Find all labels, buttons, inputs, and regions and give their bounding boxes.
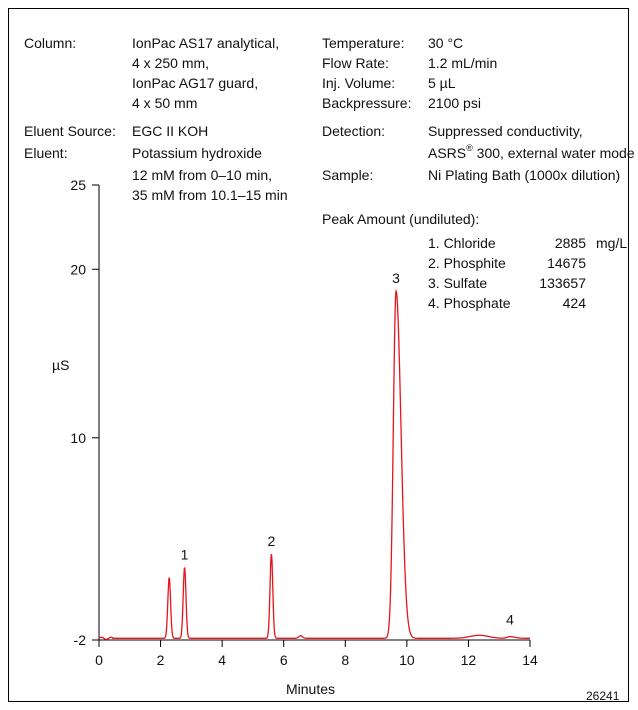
eluent-source-value: EGC II KOH — [132, 123, 209, 139]
flow-rate-value: 1.2 mL/min — [428, 55, 498, 71]
peak-row-4-name: 4. Phosphate — [428, 295, 511, 311]
detection-asrs: ASRS — [428, 145, 467, 161]
x-axis-label: Minutes — [286, 681, 336, 697]
x-tick-label: 8 — [341, 652, 349, 668]
column-line-4: 4 x 50 mm — [132, 95, 198, 111]
y-tick-label: -2 — [74, 632, 87, 648]
column-line-1: IonPac AS17 analytical, — [132, 35, 280, 51]
peak-row-1-value: 2885 — [554, 235, 586, 251]
y-tick-label: 20 — [70, 261, 86, 277]
x-tick-label: 12 — [461, 652, 477, 668]
column-label: Column: — [24, 35, 77, 51]
temperature-value: 30 °C — [428, 35, 464, 51]
peak-label-1: 1 — [181, 547, 189, 563]
registered-mark: ® — [466, 143, 473, 153]
detection-label: Detection: — [322, 123, 386, 139]
detection-line-1: Suppressed conductivity, — [428, 123, 583, 139]
peak-row-1-name: 1. Chloride — [428, 235, 496, 251]
figure-frame — [8, 8, 629, 702]
y-axis-label: µS — [52, 357, 70, 373]
column-line-2: 4 x 250 mm, — [132, 55, 210, 71]
chromatogram-trace — [98, 288, 530, 640]
peak-table-title: Peak Amount (undiluted): — [322, 211, 480, 227]
detection-asrs-rest: ® 300, external water mode — [466, 143, 635, 162]
peak-table-unit: mg/L — [596, 235, 628, 251]
x-tick-label: 0 — [95, 652, 103, 668]
y-tick-label: 10 — [70, 430, 86, 446]
detection-line-2: ASRS® 300, external water mode — [428, 143, 635, 162]
x-tick-label: 6 — [280, 652, 288, 668]
sample-label: Sample: — [322, 167, 374, 183]
inj-volume-label: Inj. Volume: — [322, 75, 396, 91]
peak-row-2-value: 14675 — [547, 255, 586, 271]
figure-id: 26241 — [586, 689, 620, 703]
y-tick-label: 25 — [70, 177, 86, 193]
x-tick-label: 10 — [399, 652, 415, 668]
column-line-3: IonPac AG17 guard, — [132, 75, 259, 91]
x-tick-label: 14 — [522, 652, 538, 668]
eluent-source-label: Eluent Source: — [24, 123, 116, 139]
peak-label-2: 2 — [268, 533, 276, 549]
inj-volume-value: 5 µL — [428, 75, 456, 91]
peak-row-3-name: 3. Sulfate — [428, 275, 488, 291]
x-tick-label: 4 — [218, 652, 226, 668]
backpressure-value: 2100 psi — [428, 95, 481, 111]
eluent-line-2: 12 mM from 0–10 min, — [132, 167, 273, 183]
eluent-label: Eluent: — [24, 145, 68, 161]
sample-value: Ni Plating Bath (1000x dilution) — [428, 167, 621, 183]
temperature-label: Temperature: — [322, 35, 405, 51]
eluent-line-3: 35 mM from 10.1–15 min — [132, 187, 288, 203]
peak-labels: 1 2 3 4 — [181, 270, 514, 627]
peak-row-2-name: 2. Phosphite — [428, 255, 506, 271]
peak-label-3: 3 — [392, 270, 400, 286]
peak-row-4-value: 424 — [562, 295, 586, 311]
backpressure-label: Backpressure: — [322, 95, 412, 111]
chromatogram-trace-group — [98, 288, 530, 640]
eluent-line-1: Potassium hydroxide — [132, 145, 262, 161]
peak-label-4: 4 — [506, 612, 514, 628]
flow-rate-label: Flow Rate: — [322, 55, 389, 71]
peak-row-3-value: 133657 — [539, 275, 586, 291]
x-tick-label: 2 — [157, 652, 165, 668]
